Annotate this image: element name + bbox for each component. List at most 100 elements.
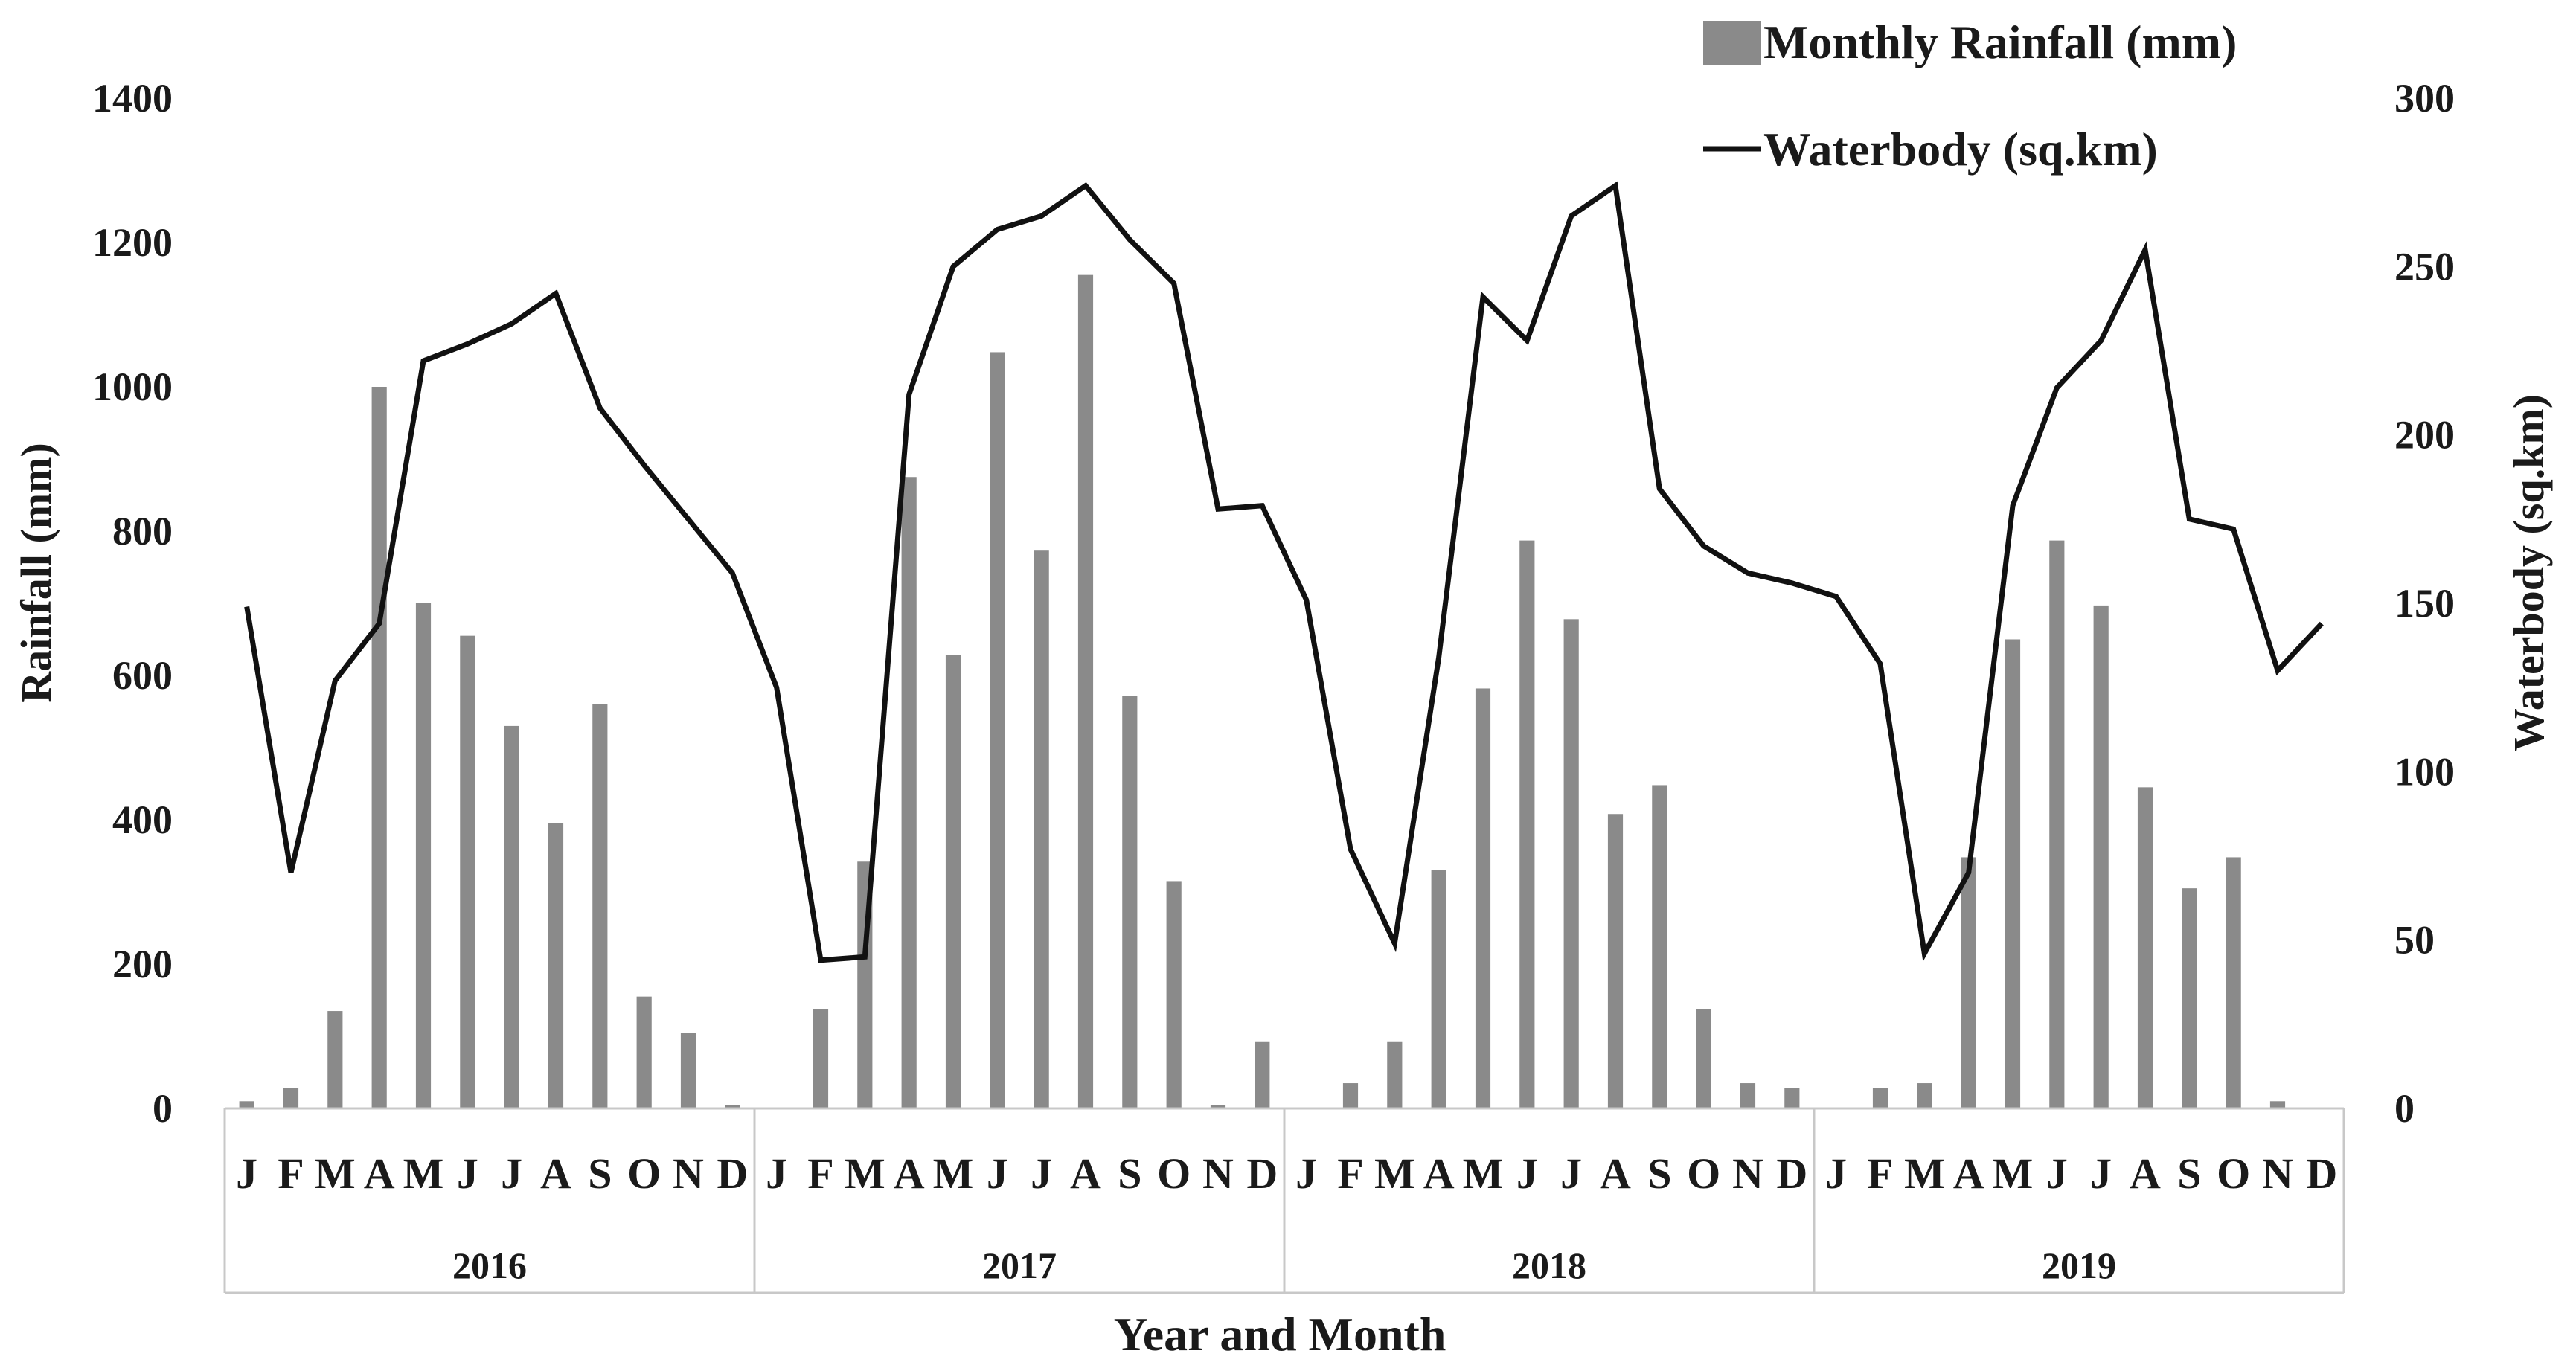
rainfall-bar — [2093, 605, 2109, 1108]
month-label: A — [364, 1149, 395, 1198]
rainfall-bar — [1784, 1088, 1800, 1108]
month-label: D — [1246, 1149, 1278, 1198]
rainfall-bar — [460, 635, 475, 1108]
rainfall-bar — [371, 387, 387, 1108]
month-label: A — [2130, 1149, 2161, 1198]
month-label: J — [236, 1149, 257, 1198]
rainfall-bar — [2005, 639, 2021, 1108]
rainfall-bar — [901, 477, 917, 1108]
month-label: M — [1993, 1149, 2034, 1198]
legend: Monthly Rainfall (mm) Waterbody (sq.km) — [1703, 16, 2237, 176]
month-label: M — [1904, 1149, 1945, 1198]
month-label: S — [588, 1149, 612, 1198]
month-label: N — [2262, 1149, 2293, 1198]
month-label: S — [1647, 1149, 1671, 1198]
rainfall-bar — [1475, 688, 1491, 1108]
right-tick-label: 100 — [2394, 749, 2455, 794]
right-axis-ticks: 0 50 100 150 200 250 300 — [2394, 76, 2455, 1131]
month-label: M — [1463, 1149, 1504, 1198]
rainfall-bar — [1431, 870, 1446, 1108]
rainfall-bar — [680, 1033, 696, 1108]
month-label: A — [1423, 1149, 1455, 1198]
month-label: A — [1600, 1149, 1631, 1198]
month-label: S — [1118, 1149, 1141, 1198]
rainfall-bar — [1872, 1088, 1888, 1108]
rainfall-bar — [2269, 1101, 2286, 1108]
month-label: S — [2177, 1149, 2201, 1198]
left-tick-label: 1200 — [92, 220, 173, 265]
rainfall-bar — [1652, 785, 1667, 1108]
rainfall-bar — [945, 655, 961, 1108]
rainfall-bar — [2137, 787, 2153, 1108]
x-axis-year-labels: 2016 2017 2018 2019 — [452, 1245, 2116, 1286]
x-axis-title: Year and Month — [1114, 1308, 1446, 1361]
month-label: A — [1070, 1149, 1101, 1198]
month-label: F — [1867, 1149, 1893, 1198]
month-label: F — [1337, 1149, 1363, 1198]
year-label: 2019 — [2042, 1245, 2116, 1286]
rainfall-bar — [1077, 274, 1094, 1108]
rainfall-bar — [1519, 540, 1535, 1108]
rainfall-bar — [1740, 1083, 1756, 1108]
left-axis-ticks: 0 200 400 600 800 1000 1200 1400 — [92, 76, 173, 1131]
left-tick-label: 0 — [153, 1086, 173, 1131]
rainfall-bar — [283, 1088, 299, 1108]
rainfall-bar — [1696, 1009, 1711, 1108]
month-label: D — [1776, 1149, 1807, 1198]
month-label: J — [457, 1149, 478, 1198]
rainfall-bar — [1961, 857, 1976, 1108]
legend-label-rainfall: Monthly Rainfall (mm) — [1763, 16, 2237, 68]
month-label: O — [627, 1149, 661, 1198]
left-tick-label: 600 — [112, 653, 173, 698]
rainfall-bar — [1917, 1083, 1932, 1108]
month-label: O — [1157, 1149, 1191, 1198]
month-label: J — [501, 1149, 522, 1198]
right-tick-label: 50 — [2394, 918, 2435, 963]
rainfall-bar — [239, 1101, 254, 1108]
month-label: J — [1560, 1149, 1582, 1198]
month-label: N — [673, 1149, 704, 1198]
rainfall-bar — [415, 603, 432, 1108]
month-label: F — [807, 1149, 833, 1198]
rainfall-bar — [1255, 1041, 1270, 1108]
month-label: J — [1295, 1149, 1317, 1198]
month-label: O — [2217, 1149, 2250, 1198]
month-label: D — [717, 1149, 748, 1198]
year-label: 2016 — [452, 1245, 527, 1286]
rainfall-bar — [1342, 1083, 1359, 1108]
month-label: N — [1732, 1149, 1763, 1198]
month-label: M — [315, 1149, 356, 1198]
right-tick-label: 250 — [2394, 244, 2455, 289]
rainfall-bar — [1034, 550, 1049, 1108]
month-label: A — [1953, 1149, 1984, 1198]
left-tick-label: 200 — [112, 942, 173, 986]
month-label: J — [2046, 1149, 2068, 1198]
month-label: A — [894, 1149, 925, 1198]
rainfall-bar — [2049, 540, 2065, 1108]
left-tick-label: 1000 — [92, 365, 173, 409]
month-label: J — [766, 1149, 787, 1198]
rainfall-bar — [327, 1011, 343, 1108]
month-label: J — [1516, 1149, 1538, 1198]
rainfall-bar — [2182, 888, 2197, 1108]
x-axis-category-table — [223, 1107, 2345, 1294]
rainfall-bar — [1210, 1105, 1226, 1108]
rainfall-bar — [1122, 696, 1138, 1108]
rainfall-bar — [592, 704, 608, 1108]
month-label: F — [278, 1149, 304, 1198]
month-label: J — [2090, 1149, 2112, 1198]
month-label: M — [933, 1149, 974, 1198]
rainfall-bar — [504, 725, 519, 1108]
legend-swatch-rainfall — [1703, 21, 1761, 65]
rainfall-bar — [1387, 1041, 1403, 1108]
year-label: 2018 — [1512, 1245, 1586, 1286]
right-tick-label: 150 — [2394, 581, 2455, 626]
left-tick-label: 400 — [112, 797, 173, 842]
month-label: N — [1202, 1149, 1234, 1198]
rainfall-bar — [636, 996, 652, 1108]
rainfall-bar — [2226, 857, 2241, 1108]
right-tick-label: 300 — [2394, 76, 2455, 121]
rainfall-bar — [1607, 814, 1624, 1108]
waterbody-series-line — [244, 181, 2324, 963]
rainfall-bars — [239, 274, 2286, 1108]
